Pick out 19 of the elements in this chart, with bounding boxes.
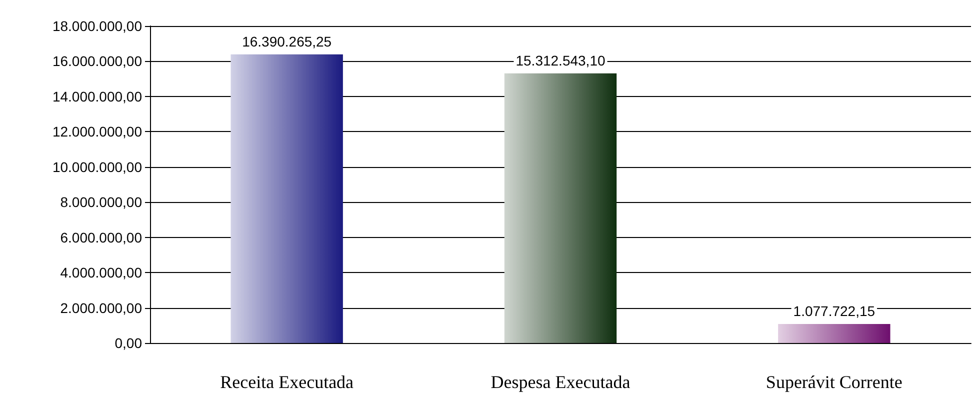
y-tick-label: 10.000.000,00 bbox=[52, 158, 142, 175]
y-tick-label: 0,00 bbox=[114, 335, 142, 351]
data-label: 16.390.265,25 bbox=[242, 33, 332, 50]
y-tick-label: 2.000.000,00 bbox=[60, 300, 142, 316]
x-tick-label: Superávit Corrente bbox=[766, 372, 902, 392]
y-tick-label: 14.000.000,00 bbox=[52, 88, 142, 104]
y-tick-label: 18.000.000,00 bbox=[52, 18, 142, 34]
y-tick-label: 8.000.000,00 bbox=[60, 194, 142, 210]
y-tick-label: 12.000.000,00 bbox=[52, 124, 142, 140]
y-tick-label: 6.000.000,00 bbox=[60, 229, 142, 246]
data-label: 1.077.722,15 bbox=[793, 303, 876, 320]
y-tick-label: 4.000.000,00 bbox=[60, 264, 142, 281]
data-label: 15.312.543,10 bbox=[516, 52, 606, 68]
x-tick-label: Receita Executada bbox=[220, 372, 354, 392]
y-tick-label: 16.000.000,00 bbox=[52, 53, 142, 70]
bar bbox=[778, 324, 890, 343]
bar bbox=[230, 54, 343, 343]
x-tick-label: Despesa Executada bbox=[490, 372, 630, 392]
bar bbox=[504, 73, 617, 343]
